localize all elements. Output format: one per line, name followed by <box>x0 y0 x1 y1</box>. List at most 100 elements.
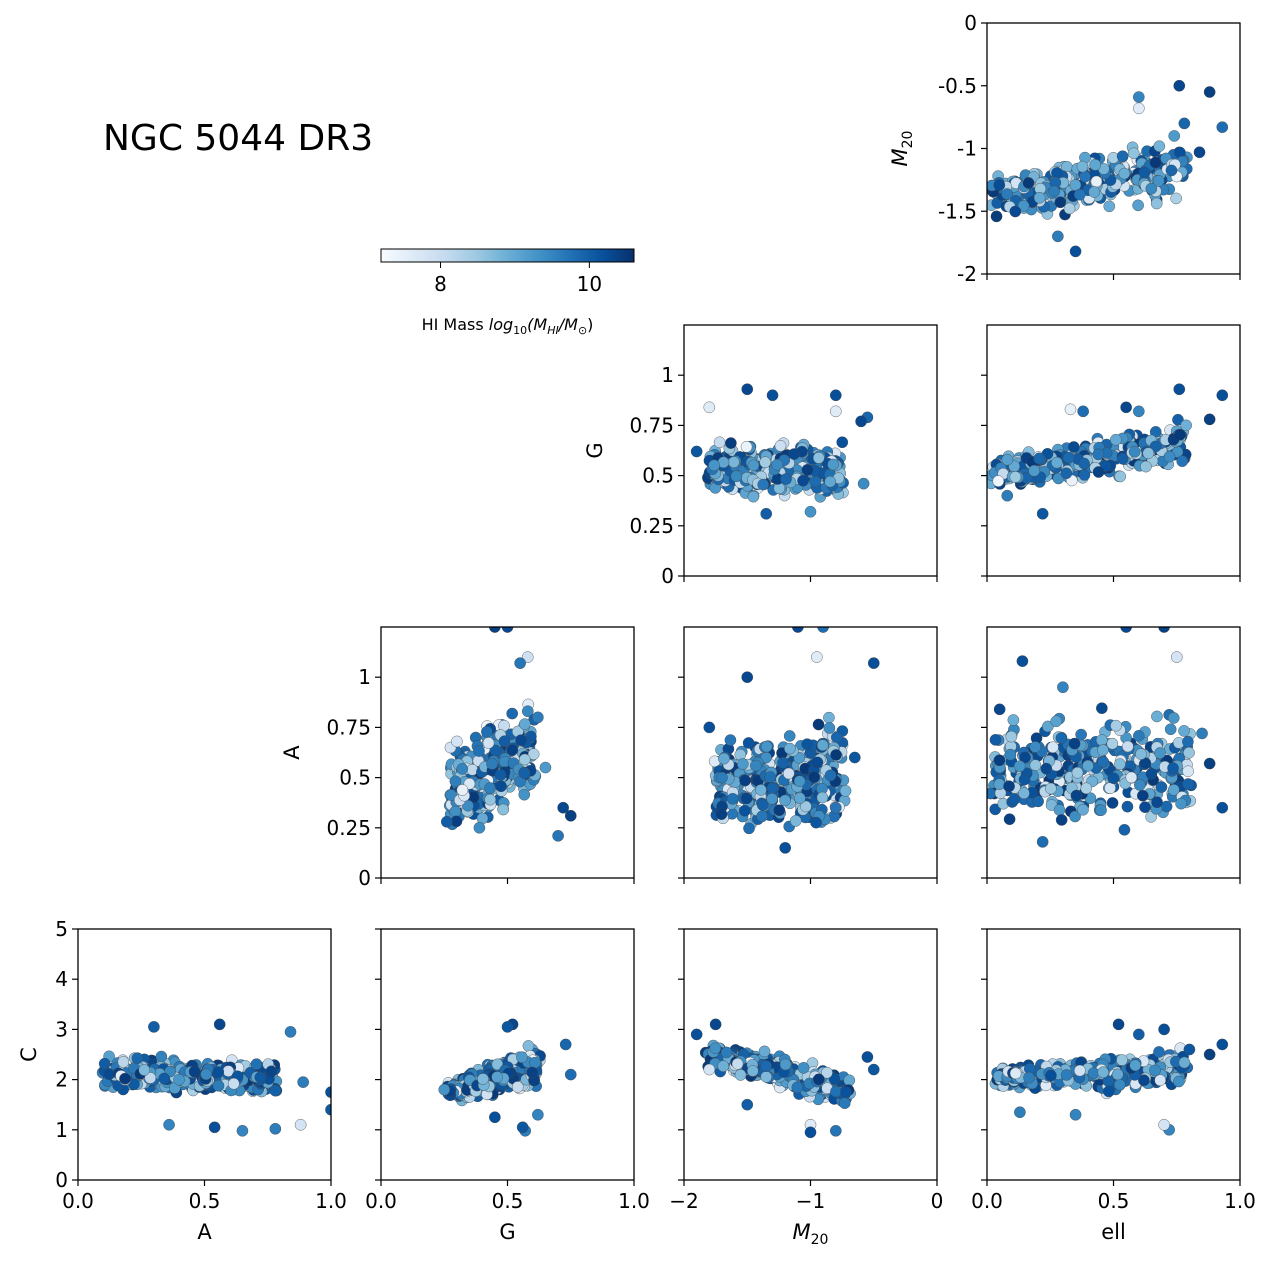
scatter-point <box>797 1062 810 1074</box>
scatter-point <box>489 1111 501 1124</box>
points-A_G <box>440 627 577 842</box>
y-tick-label: -1 <box>957 137 977 161</box>
scatter-point <box>516 1121 529 1134</box>
scatter-point <box>1060 467 1073 480</box>
scatter-point <box>703 721 716 734</box>
scatter-point <box>1107 772 1120 784</box>
scatter-point <box>532 711 544 724</box>
scatter-point <box>1203 757 1216 770</box>
scatter-point <box>779 794 791 807</box>
scatter-point <box>690 445 703 458</box>
scatter-point <box>1003 813 1016 826</box>
x-axis-label: A <box>197 1220 212 1244</box>
scatter-point <box>989 803 1002 816</box>
scatter-point <box>740 792 753 805</box>
scatter-point <box>1196 727 1208 740</box>
scatter-point <box>519 718 531 730</box>
scatter-point <box>1158 1118 1170 1131</box>
panel-C_M20: −2 −1 0 M20 <box>669 928 943 1248</box>
scatter-point <box>1069 245 1082 258</box>
scatter-point <box>1064 403 1077 416</box>
scatter-point <box>1069 1108 1082 1121</box>
scatter-point <box>724 734 737 746</box>
scatter-point <box>777 757 789 769</box>
scatter-point <box>208 1121 221 1134</box>
scatter-point <box>747 490 760 503</box>
scatter-point <box>1060 1069 1073 1081</box>
y-axis-label-text: C <box>17 1047 41 1062</box>
scatter-point <box>756 810 768 823</box>
x-tick-label: 0.5 <box>1098 1189 1130 1213</box>
scatter-point <box>1145 768 1158 780</box>
scatter-point <box>473 745 485 757</box>
x-axis-label-sub: 20 <box>811 1232 829 1248</box>
y-tick-label: 0.5 <box>642 464 674 488</box>
scatter-point <box>284 1026 297 1038</box>
scatter-point <box>462 799 474 812</box>
scatter-point <box>506 707 518 720</box>
scatter-point <box>1088 186 1101 198</box>
x-axis-label: ell <box>1101 1220 1126 1244</box>
scatter-point <box>1069 179 1082 191</box>
scatter-point <box>532 1108 544 1121</box>
panel-G_M20: 0 0.25 0.5 0.75 1 G <box>583 324 938 588</box>
scatter-point <box>1077 405 1089 418</box>
scatter-point <box>1174 428 1186 441</box>
scatter-point <box>1087 1067 1100 1079</box>
panel-C_A: 0.0 0.5 1.0 0 1 2 3 4 5 A C <box>17 917 347 1244</box>
scatter-point <box>1014 1106 1026 1119</box>
scatter-point <box>1001 489 1014 502</box>
scatter-point <box>1104 782 1116 794</box>
scatter-point <box>800 800 812 813</box>
scatter-point <box>780 473 792 485</box>
scatter-point <box>1173 1075 1185 1088</box>
scatter-point <box>529 1056 541 1069</box>
scatter-point <box>1133 405 1145 418</box>
scatter-point <box>715 808 728 820</box>
scatter-point <box>564 809 577 822</box>
x-axis-label-text: A <box>197 1220 212 1244</box>
scatter-point <box>1106 797 1119 809</box>
scatter-point <box>857 477 870 490</box>
colorbar-label-part: log <box>489 315 513 334</box>
scatter-point <box>1170 192 1182 205</box>
scatter-point <box>1045 1069 1057 1082</box>
scatter-point <box>1183 1043 1196 1056</box>
scatter-point <box>1203 86 1216 98</box>
scatter-point <box>449 805 462 818</box>
points-M20_ell <box>987 79 1229 258</box>
scatter-point <box>836 436 849 449</box>
scatter-point <box>1134 779 1146 791</box>
scatter-point <box>138 1064 151 1076</box>
scatter-point <box>1140 460 1152 473</box>
scatter-point <box>98 1057 111 1070</box>
x-tick-label: 0.5 <box>492 1189 524 1213</box>
scatter-point <box>812 718 825 731</box>
scatter-point <box>269 1084 282 1097</box>
scatter-point <box>830 801 842 814</box>
scatter-point <box>843 1074 856 1087</box>
scatter-point <box>236 1125 249 1137</box>
scatter-point <box>1103 200 1116 213</box>
scatter-point <box>739 804 751 817</box>
scatter-point <box>1121 800 1134 813</box>
scatter-point <box>779 1058 792 1071</box>
scatter-point <box>1128 445 1141 458</box>
scatter-point <box>1203 1048 1216 1061</box>
scatter-point <box>1097 755 1109 768</box>
y-tick-label: 0.75 <box>326 715 371 739</box>
scatter-point <box>1120 401 1132 414</box>
scatter-point <box>848 751 861 764</box>
scatter-point <box>760 507 773 520</box>
x-axis-label-text: M <box>793 1220 811 1244</box>
scatter-point <box>1092 448 1105 461</box>
scatter-point <box>1053 804 1066 816</box>
scatter-point <box>1133 1028 1145 1041</box>
scatter-point <box>495 780 507 793</box>
scatter-point <box>1023 1071 1035 1084</box>
scatter-point <box>867 1063 880 1076</box>
scatter-point <box>731 1058 744 1070</box>
scatter-point <box>993 754 1006 767</box>
scatter-point <box>1071 766 1084 779</box>
